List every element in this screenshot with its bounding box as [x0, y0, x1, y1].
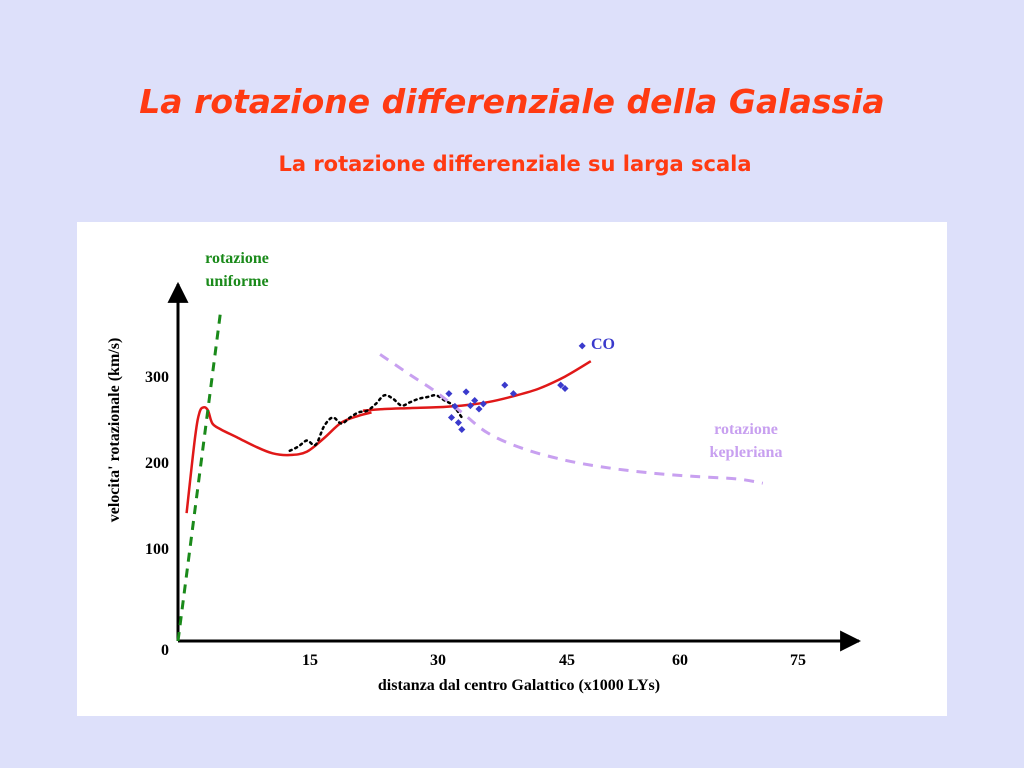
x-axis-title: distanza dal centro Galattico (x1000 LYs…: [378, 677, 660, 694]
hi-data-dotted-line-2: [288, 393, 464, 453]
co-data-point: [475, 405, 483, 413]
rotation-curve-chart: 0 100 200 300 15 30 45 60 75 distanza da…: [106, 250, 862, 694]
keplerian-rotation-dashed-line-4: [379, 353, 764, 485]
co-data-point: [466, 402, 474, 410]
co-data-point: [445, 390, 453, 398]
rotation-curve-line-1: [362, 360, 592, 412]
co-data-point: [501, 381, 509, 389]
co-data-point: [458, 425, 466, 434]
co-data-point: [447, 413, 456, 422]
y-tick-label-200: 200: [145, 455, 169, 472]
y-axis-title: velocita' rotazionale (km/s): [106, 338, 123, 523]
co-data-point: [451, 402, 459, 410]
x-tick-label-45: 45: [559, 652, 575, 669]
x-tick-label-15: 15: [302, 652, 318, 669]
x-tick-label-60: 60: [672, 652, 688, 669]
keplerian-rotation-label-line2: kepleriana: [710, 444, 783, 461]
rotation-curve-line-0: [185, 406, 372, 514]
chart-panel: 0 100 200 300 15 30 45 60 75 distanza da…: [77, 222, 947, 716]
keplerian-rotation-label-line1: rotazione: [714, 421, 778, 438]
co-data-point: [561, 384, 569, 393]
x-tick-label-75: 75: [790, 652, 806, 669]
co-data-point: [578, 342, 586, 350]
uniform-rotation-label-line1: rotazione: [205, 250, 269, 267]
co-label: CO: [591, 336, 615, 353]
co-data-point: [557, 381, 565, 389]
slide-title: La rotazione differenziale della Galassi…: [139, 82, 885, 121]
co-data-point: [462, 388, 470, 396]
co-data-point: [454, 419, 462, 427]
uniform-rotation-label-line2: uniforme: [205, 273, 268, 290]
co-data-point: [479, 400, 487, 408]
slide-subtitle: La rotazione differenziale su larga scal…: [278, 152, 752, 176]
co-data-point: [471, 396, 479, 405]
y-tick-label-0: 0: [161, 642, 169, 659]
uniform-rotation-dashed-line-3: [176, 308, 223, 642]
y-tick-label-300: 300: [145, 369, 169, 386]
x-tick-label-30: 30: [430, 652, 446, 669]
y-tick-label-100: 100: [145, 541, 169, 558]
